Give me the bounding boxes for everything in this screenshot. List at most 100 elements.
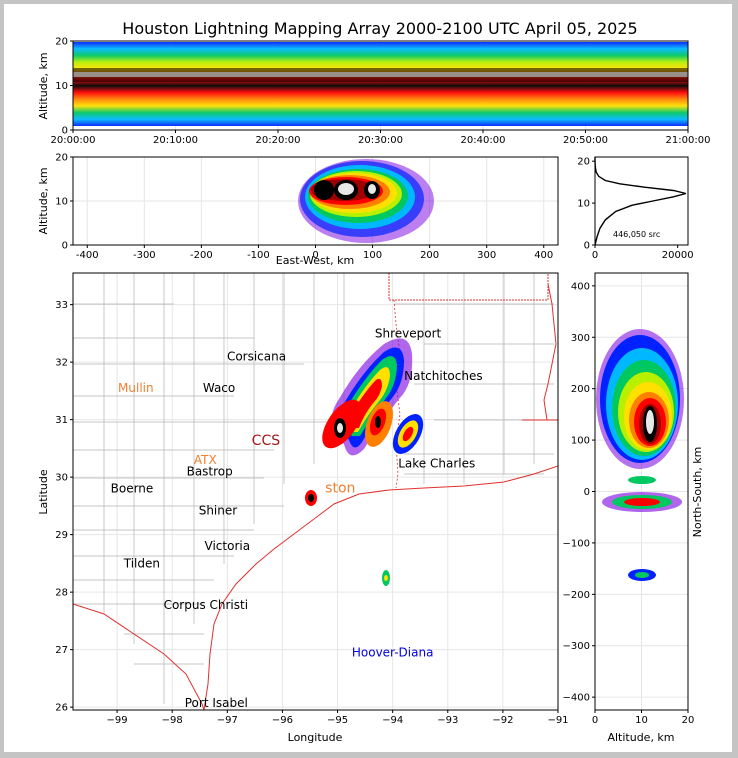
river-border (543, 283, 557, 421)
time-altitude-x-tick-label: 20:40:00 (461, 135, 506, 146)
plan-view-x-tick-label: −91 (547, 715, 568, 726)
altitude-northsouth-y-tick-label: −100 (563, 538, 590, 549)
storm-source-density (305, 338, 424, 586)
place-label: Corpus Christi (164, 598, 249, 612)
altitude-histogram-line (594, 157, 687, 246)
source-count-annotation: 446,050 src (613, 230, 660, 239)
altitude-histogram-y-tick-label: 10 (577, 199, 590, 210)
eastwest-altitude-x-tick-label: -200 (190, 250, 213, 261)
place-label: Natchitoches (404, 369, 482, 383)
place-label: Port Isabel (185, 696, 248, 710)
time-altitude-x-tick-label: 20:00:00 (51, 135, 96, 146)
eastwest-altitude-x-tick-label: -300 (133, 250, 156, 261)
figure-title: Houston Lightning Mapping Array 2000-210… (122, 19, 637, 38)
northsouth-source-density (596, 329, 684, 581)
altitude-northsouth-y-tick-label: 400 (571, 281, 590, 292)
place-label: Shiner (199, 503, 238, 517)
eastwest-altitude-x-tick-label: 400 (534, 250, 553, 261)
time-altitude-y-tick-label: 10 (55, 81, 68, 92)
eastwest-source-density (298, 159, 434, 243)
place-label: Shreveport (375, 326, 442, 340)
plan-view-xlabel: Longitude (288, 731, 343, 744)
time-altitude-y-tick-label: 0 (62, 126, 68, 137)
lma-figure: Houston Lightning Mapping Array 2000-210… (4, 4, 732, 752)
altitude-northsouth-xlabel: Altitude, km (607, 731, 674, 744)
plan-view-y-tick-label: 33 (55, 300, 68, 311)
place-label: Lake Charles (398, 456, 475, 470)
altitude-northsouth-x-tick-label: 10 (635, 715, 648, 726)
lma-figure-svg: Houston Lightning Mapping Array 2000-210… (37, 19, 710, 744)
place-label: Victoria (205, 539, 251, 553)
eastwest-altitude-x-tick-label: 100 (363, 250, 382, 261)
altitude-histogram-panel: 0 20000 0 10 20 446,050 src (577, 156, 694, 261)
altitude-northsouth-y-tick-label: 0 (584, 487, 590, 498)
plan-view-y-tick-label: 32 (55, 358, 68, 369)
eastwest-altitude-x-tick-label: 0 (312, 250, 318, 261)
altitude-histogram-y-tick-label: 0 (584, 241, 590, 252)
gulf-coastline (73, 465, 558, 710)
county-boundaries (73, 273, 554, 704)
altitude-histogram-frame (594, 156, 689, 246)
place-label: Mullin (118, 381, 154, 395)
altitude-histogram-y-tick-label: 20 (577, 157, 590, 168)
place-label: Boerne (111, 482, 154, 496)
altitude-northsouth-y-tick-label: 200 (571, 384, 590, 395)
plan-view-ylabel: Latitude (37, 469, 50, 515)
plan-view-x-tick-label: −92 (492, 715, 513, 726)
place-label: ston (325, 481, 355, 497)
time-altitude-ylabel: Altitude, km (37, 52, 50, 119)
source-density-peak (73, 72, 688, 77)
place-label: Tilden (123, 556, 160, 570)
time-altitude-x-tick-label: 20:20:00 (256, 135, 301, 146)
plan-view-y-tick-label: 31 (55, 415, 68, 426)
plan-view-x-tick-label: −96 (272, 715, 293, 726)
time-altitude-x-tick-label: 21:00:00 (666, 135, 711, 146)
time-altitude-x-tick-label: 20:50:00 (563, 135, 608, 146)
time-altitude-y-tick-label: 20 (55, 37, 68, 48)
place-label: ATX (194, 453, 217, 467)
time-altitude-panel: 20:00:00 20:10:00 20:20:00 20:30:00 20:40:00… (37, 37, 710, 147)
altitude-northsouth-y-tick-label: −300 (563, 641, 590, 652)
plan-view-x-tick-label: −99 (107, 715, 128, 726)
plan-view-x-tick-label: −97 (217, 715, 238, 726)
eastwest-altitude-x-tick-label: -100 (247, 250, 270, 261)
time-altitude-frame (72, 40, 689, 131)
altitude-northsouth-panel: 0 10 20 −400 −300 −200 −100 0 100 200 300 400 Altit… (563, 272, 704, 744)
altitude-northsouth-y-tick-label: 300 (571, 333, 590, 344)
place-label: Bastrop (187, 464, 233, 478)
plan-view-frame (72, 272, 559, 711)
altitude-northsouth-ylabel: North-South, km (691, 447, 704, 538)
place-label: Corsicana (227, 349, 286, 363)
eastwest-altitude-x-tick-label: 200 (420, 250, 439, 261)
eastwest-altitude-xlabel: East-West, km (276, 254, 354, 267)
plan-view-y-tick-label: 26 (55, 703, 68, 714)
plan-view-x-tick-label: −98 (162, 715, 183, 726)
plan-view-x-tick-label: −93 (437, 715, 458, 726)
altitude-northsouth-y-tick-label: −400 (563, 693, 590, 704)
plan-view-y-tick-label: 28 (55, 588, 68, 599)
source-density-band (73, 42, 688, 126)
state-border-tx-la (388, 273, 549, 301)
plan-view-y-tick-label: 30 (55, 473, 68, 484)
eastwest-altitude-x-tick-label: -400 (76, 250, 99, 261)
altitude-northsouth-x-tick-label: 0 (592, 715, 598, 726)
place-label: Hoover-Diana (352, 646, 434, 660)
altitude-northsouth-y-tick-label: 100 (571, 436, 590, 447)
eastwest-altitude-x-tick-label: 300 (477, 250, 496, 261)
plan-view-y-tick-label: 27 (55, 645, 68, 656)
altitude-northsouth-x-tick-label: 20 (682, 715, 695, 726)
eastwest-altitude-y-tick-label: 0 (62, 241, 68, 252)
eastwest-altitude-ylabel: Altitude, km (37, 167, 50, 234)
altitude-northsouth-frame (594, 272, 689, 711)
plan-view-y-tick-label: 29 (55, 530, 68, 541)
eastwest-altitude-panel: -400 -300 -200 -100 0 100 200 300 400 0 10 20 East-… (37, 153, 559, 267)
plan-view-x-tick-label: −94 (382, 715, 403, 726)
eastwest-altitude-y-tick-label: 10 (55, 197, 68, 208)
sabine-border (393, 299, 401, 489)
altitude-histogram-x-tick-label: 20000 (662, 250, 694, 261)
time-altitude-x-tick-label: 20:30:00 (358, 135, 403, 146)
altitude-northsouth-y-tick-label: −200 (563, 590, 590, 601)
eastwest-altitude-y-tick-label: 20 (55, 153, 68, 164)
place-label: Waco (203, 381, 235, 395)
eastwest-altitude-frame (72, 156, 559, 246)
